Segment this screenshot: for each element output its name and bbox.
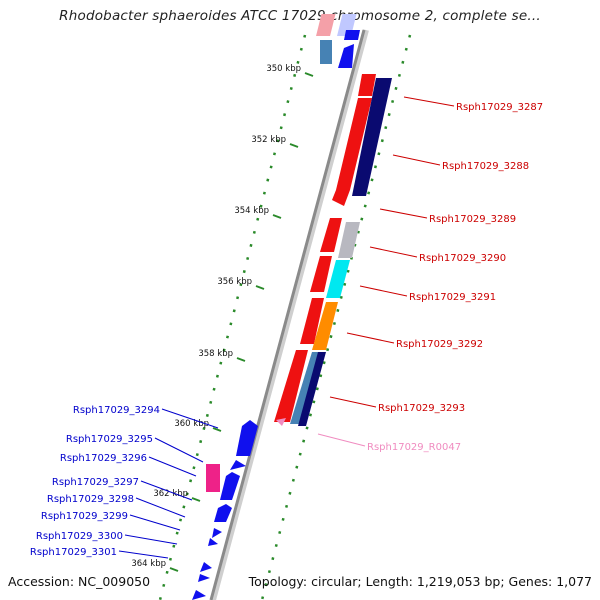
- gene-leader-line: [317, 433, 366, 447]
- gene-3293-arrow: [274, 350, 308, 422]
- top-blue-arrow: [344, 30, 360, 40]
- gene-label-left[interactable]: Rsph17029_3298: [47, 494, 134, 505]
- gene-leader-line: [124, 534, 178, 545]
- gene-3296-arrow: [220, 472, 240, 500]
- gene-label-right[interactable]: Rsph17029_3287: [456, 102, 543, 113]
- gene-3301b-arrow: [198, 574, 210, 582]
- scale-tick: [255, 285, 265, 290]
- gene-3292-orange: [312, 302, 338, 350]
- gene-leader-line: [140, 480, 193, 501]
- gene-leader-line: [392, 154, 441, 166]
- gene-3288-arrow: [336, 98, 372, 190]
- gene-3287-navy: [352, 78, 392, 196]
- gene-label-left[interactable]: Rsph17029_3295: [66, 434, 153, 445]
- gene-leader-line: [346, 332, 395, 344]
- gene-3293-navy: [298, 352, 326, 426]
- map-title: Rhodobacter sphaeroides ATCC 17029 chrom…: [59, 8, 541, 24]
- gene-3295-arrow: [230, 460, 246, 470]
- scale-tick-label: 350 kbp: [266, 64, 301, 74]
- gene-leader-line: [329, 396, 377, 408]
- gene-label-right[interactable]: Rsph17029_3291: [409, 292, 496, 303]
- gene-3297-arrow: [214, 504, 232, 522]
- gene-3294-arrow: [236, 420, 258, 456]
- gene-label-left[interactable]: Rsph17029_3299: [41, 511, 128, 522]
- gene-3289-arrow: [332, 190, 350, 206]
- gene-leader-line: [118, 550, 169, 559]
- scale-tick: [191, 497, 201, 502]
- gene-3292-arrow: [300, 298, 324, 344]
- outer-dotted-ring: [260, 34, 412, 600]
- gene-leader-line: [154, 437, 204, 463]
- backbone: [209, 29, 366, 600]
- scale-tick: [169, 567, 179, 572]
- scale-tick: [272, 214, 282, 219]
- scale-tick: [236, 357, 246, 362]
- scale-tick: [289, 143, 299, 148]
- scale-tick-label: 354 kbp: [234, 206, 269, 216]
- gene-3301-arrow: [200, 562, 212, 572]
- gene-3290-arrow: [320, 218, 342, 252]
- gene-leader-line: [379, 208, 428, 219]
- gene-leader-line: [359, 285, 408, 297]
- backbone-shadow: [210, 29, 369, 600]
- gene-3300-arrow: [208, 538, 218, 546]
- top-blue-feature-2: [338, 44, 354, 68]
- gene-3299-arrow: [212, 528, 222, 538]
- scale-tick-label: 356 kbp: [217, 277, 252, 287]
- gene-3291-arrow: [310, 256, 332, 292]
- gene-label-right[interactable]: Rsph17029_3288: [442, 161, 529, 172]
- inner-dotted-ring: [158, 34, 307, 600]
- gene-3290-grey: [338, 222, 360, 258]
- gene-label-left[interactable]: Rsph17029_3294: [73, 405, 160, 416]
- accession-text: Accession: NC_009050: [8, 574, 151, 589]
- gene-leader-line: [369, 246, 418, 258]
- gene-label-right[interactable]: Rsph17029_3292: [396, 339, 483, 350]
- gene-label-right[interactable]: Rsph17029_3293: [378, 403, 465, 414]
- gene-label-left[interactable]: Rsph17029_3301: [30, 547, 117, 558]
- gene-label-left[interactable]: Rsph17029_3300: [36, 531, 123, 542]
- scale-tick-label: 352 kbp: [251, 135, 286, 145]
- gene-label-left[interactable]: Rsph17029_3297: [52, 477, 139, 488]
- gene-leader-line: [161, 408, 219, 429]
- scale-tick-label: 364 kbp: [131, 559, 166, 569]
- scale-tick-label: 358 kbp: [198, 349, 233, 359]
- gene-label-right[interactable]: Rsph17029_3290: [419, 253, 506, 264]
- gene-3296-pink: [206, 464, 220, 492]
- scale-tick: [212, 427, 222, 432]
- gene-leader-line: [148, 456, 197, 477]
- scale-tick-label: 360 kbp: [174, 419, 209, 429]
- gene-label-left[interactable]: Rsph17029_3296: [60, 453, 147, 464]
- gene-leader-line: [129, 514, 181, 531]
- top-pink-feature: [316, 14, 336, 36]
- gene-label-right[interactable]: Rsph17029_R0047: [367, 442, 461, 453]
- gene-3291-cyan: [326, 260, 350, 298]
- gene-leader-line: [403, 96, 455, 107]
- top-steelblue-feature: [320, 40, 332, 64]
- bottom-blue-arrow: [192, 590, 206, 600]
- gene-label-right[interactable]: Rsph17029_3289: [429, 214, 516, 225]
- scale-tick-label: 362 kbp: [153, 489, 188, 499]
- gene-r0047-arrow: [276, 418, 286, 426]
- genome-summary-text: Topology: circular; Length: 1,219,053 bp…: [248, 574, 592, 589]
- scale-tick: [304, 72, 314, 77]
- gene-leader-line: [135, 497, 186, 518]
- gene-3287-arrow: [358, 74, 376, 96]
